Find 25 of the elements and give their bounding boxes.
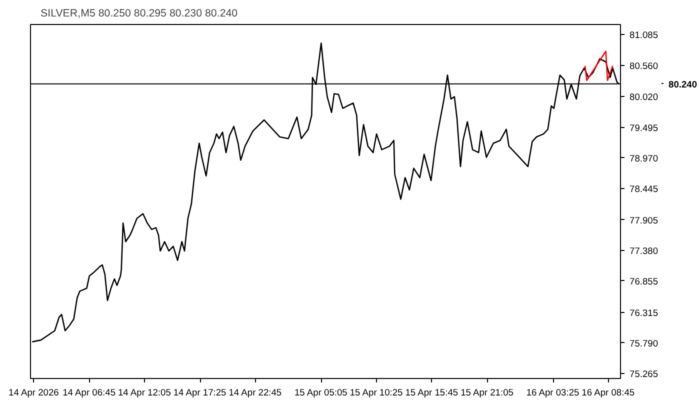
y-tick-label: 77.905 — [630, 215, 658, 226]
y-tick-label: 76.855 — [630, 276, 658, 286]
y-tick-label: 75.790 — [630, 338, 658, 348]
chart-title: SILVER,M5 80.250 80.295 80.230 80.240 — [40, 8, 238, 20]
x-tick-label: 14 Apr 12:05 — [118, 388, 171, 398]
x-tick-label: 16 Apr 03:25 — [526, 388, 580, 398]
x-tick-label: 14 Apr 22:45 — [228, 388, 282, 398]
ref-line-label: 80.240 — [668, 79, 698, 90]
y-tick-label: 79.495 — [630, 122, 658, 133]
x-tick-label: 15 Apr 05:05 — [294, 388, 348, 398]
x-tick-label: 16 Apr 08:45 — [582, 388, 635, 398]
x-tick-label: 14 Apr 17:25 — [173, 388, 226, 398]
x-tick-label: 14 Apr 2026 — [8, 388, 59, 398]
x-tick-label: 15 Apr 15:45 — [405, 388, 458, 398]
y-tick-label: 81.085 — [630, 30, 658, 40]
x-tick-label: 14 Apr 06:45 — [62, 388, 116, 398]
y-tick-label: 75.265 — [630, 369, 658, 380]
y-tick-label: 77.380 — [630, 246, 658, 256]
y-tick-label: 76.315 — [630, 308, 658, 318]
x-tick-label: 15 Apr 10:25 — [350, 388, 403, 398]
y-tick-label: 78.445 — [630, 184, 658, 194]
x-tick-label: 15 Apr 21:05 — [460, 388, 514, 398]
y-tick-label: 80.560 — [630, 60, 658, 71]
y-tick-label: 78.970 — [630, 153, 658, 164]
y-tick-label: 80.020 — [630, 92, 658, 102]
